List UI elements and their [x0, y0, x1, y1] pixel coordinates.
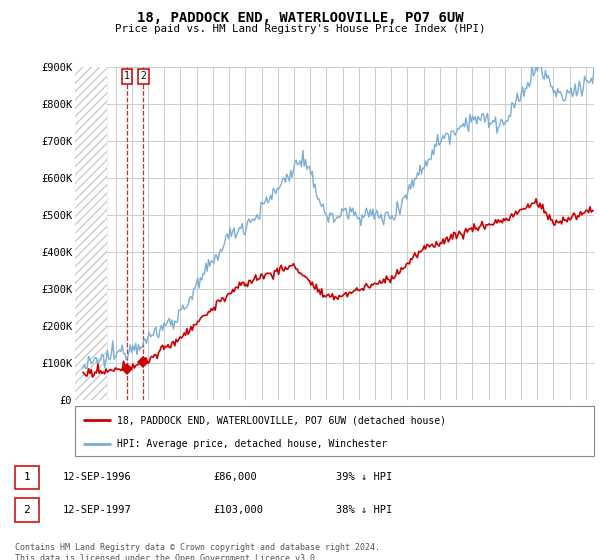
Text: 12-SEP-1996: 12-SEP-1996: [63, 472, 132, 482]
Text: 18, PADDOCK END, WATERLOOVILLE, PO7 6UW: 18, PADDOCK END, WATERLOOVILLE, PO7 6UW: [137, 11, 463, 25]
Text: Contains HM Land Registry data © Crown copyright and database right 2024.
This d: Contains HM Land Registry data © Crown c…: [15, 543, 380, 560]
Text: 1: 1: [23, 472, 31, 482]
Text: 18, PADDOCK END, WATERLOOVILLE, PO7 6UW (detached house): 18, PADDOCK END, WATERLOOVILLE, PO7 6UW …: [116, 415, 446, 425]
Text: 2: 2: [140, 72, 146, 81]
Bar: [75, 67, 107, 400]
Text: 12-SEP-1997: 12-SEP-1997: [63, 505, 132, 515]
Text: 2: 2: [23, 505, 31, 515]
Text: Price paid vs. HM Land Registry's House Price Index (HPI): Price paid vs. HM Land Registry's House …: [115, 24, 485, 34]
Text: 38% ↓ HPI: 38% ↓ HPI: [336, 505, 392, 515]
Bar: [75, 67, 107, 400]
Text: HPI: Average price, detached house, Winchester: HPI: Average price, detached house, Winc…: [116, 439, 387, 449]
Text: £86,000: £86,000: [213, 472, 257, 482]
Text: 39% ↓ HPI: 39% ↓ HPI: [336, 472, 392, 482]
Text: £103,000: £103,000: [213, 505, 263, 515]
Text: 1: 1: [124, 72, 130, 81]
